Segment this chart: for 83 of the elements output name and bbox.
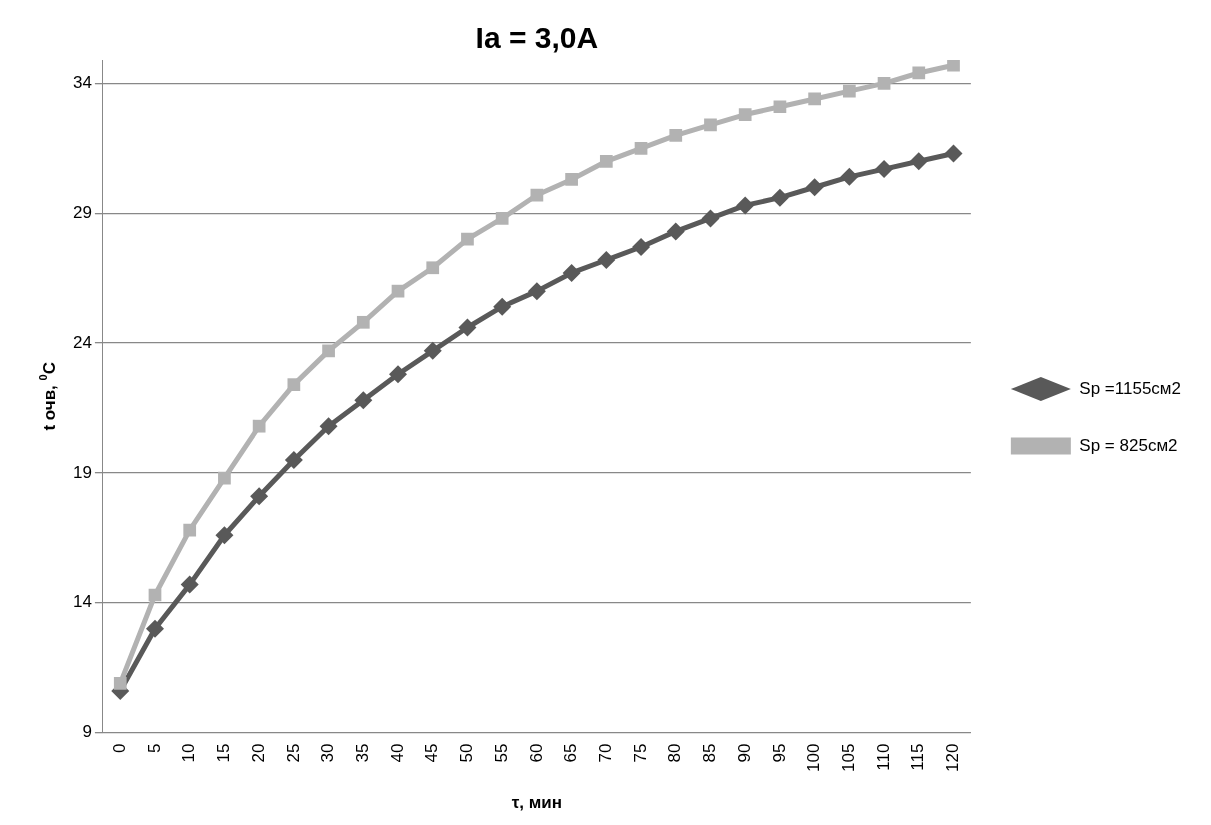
x-tick-label: 110	[873, 743, 893, 771]
point	[877, 77, 891, 90]
point	[426, 261, 440, 275]
point	[912, 66, 926, 80]
point	[773, 100, 787, 114]
x-tick-label: 80	[665, 743, 685, 763]
point	[875, 160, 894, 179]
x-tick-label: 30	[318, 743, 338, 763]
x-tick-label: 105	[839, 743, 859, 773]
x-tick-label: 85	[700, 743, 720, 763]
x-tick-label: 95	[769, 743, 789, 763]
point	[562, 263, 581, 282]
point	[842, 84, 856, 98]
point	[805, 178, 824, 197]
x-tick-label: 20	[248, 743, 268, 763]
x-tick-label: 120	[943, 743, 963, 773]
point	[944, 144, 963, 163]
chart-title: Ia = 3,0A	[475, 21, 599, 55]
legend-label: Sp = 825см2	[1079, 435, 1178, 455]
x-tick-label: 90	[734, 743, 754, 763]
point	[909, 152, 928, 171]
point	[354, 391, 373, 410]
point	[423, 341, 442, 360]
point	[113, 676, 127, 690]
point	[218, 471, 231, 485]
point	[701, 209, 720, 228]
point	[319, 417, 338, 436]
y-tick-label: 34	[72, 73, 92, 93]
point	[840, 167, 859, 186]
x-tick-label: 100	[804, 743, 824, 773]
point	[770, 188, 789, 207]
y-tick-label: 9	[82, 722, 92, 742]
point	[322, 344, 335, 358]
x-tick-label: 15	[214, 743, 234, 763]
x-tick-label: 65	[561, 743, 581, 763]
point	[669, 128, 683, 142]
x-tick-label: 40	[387, 743, 407, 763]
y-tick-label: 14	[72, 592, 92, 612]
point	[947, 60, 960, 72]
point	[493, 297, 512, 316]
point	[736, 196, 755, 215]
point	[356, 315, 370, 329]
x-tick-label: 75	[630, 743, 650, 763]
legend-label: Sp =1155см2	[1079, 378, 1182, 398]
y-tick-label: 29	[72, 202, 92, 222]
point	[287, 378, 301, 391]
x-tick-label: 70	[596, 743, 616, 763]
x-tick-label: 10	[179, 743, 199, 763]
point	[389, 365, 408, 384]
x-tick-label: 60	[526, 743, 546, 763]
x-tick-label: 25	[283, 743, 303, 763]
x-tick-label: 45	[422, 743, 442, 763]
x-tick-label: 55	[491, 743, 511, 763]
x-tick-label: 115	[908, 743, 928, 771]
point	[808, 92, 821, 106]
y-tick-label: 24	[72, 332, 92, 352]
x-tick-label: 5	[144, 743, 164, 754]
point	[565, 173, 578, 186]
point	[738, 108, 752, 121]
x-axis-title: τ, мин	[511, 792, 563, 812]
point	[145, 619, 164, 638]
point	[250, 487, 269, 506]
point	[461, 232, 474, 246]
point	[284, 450, 303, 469]
point	[252, 419, 266, 433]
point	[597, 250, 616, 269]
y-tick-label: 19	[72, 462, 92, 482]
point	[599, 154, 613, 168]
point	[180, 575, 199, 594]
point	[666, 222, 685, 241]
point	[215, 526, 234, 545]
point	[634, 141, 648, 155]
x-tick-label: 35	[352, 743, 372, 763]
x-tick-label: 50	[457, 743, 477, 763]
point	[458, 318, 477, 337]
point	[527, 282, 546, 301]
point	[495, 212, 509, 225]
point	[183, 523, 197, 537]
point	[391, 284, 405, 298]
point	[632, 237, 651, 256]
point	[704, 118, 717, 132]
y-axis-title: t очв, 0C	[37, 362, 59, 431]
x-tick-label: 0	[109, 743, 129, 754]
